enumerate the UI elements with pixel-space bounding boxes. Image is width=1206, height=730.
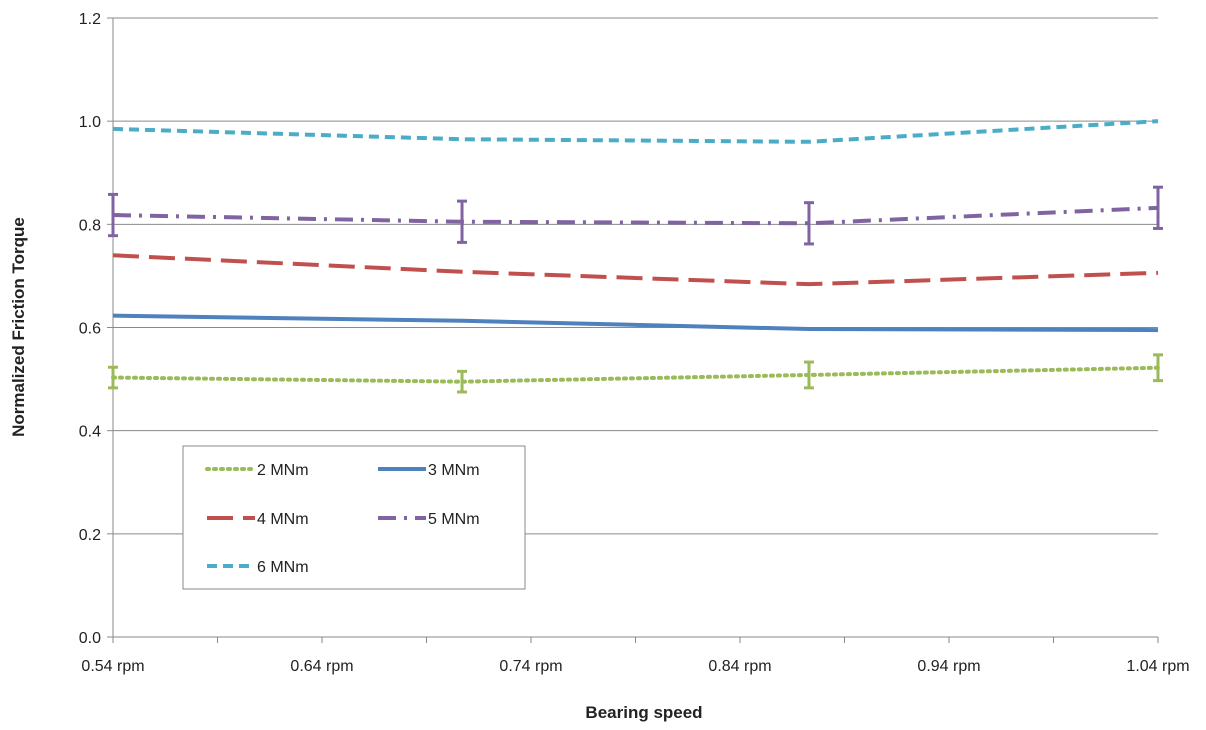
legend: 2 MNm 3 MNm 4 MNm 5 MNm 6 MNm bbox=[182, 445, 526, 590]
series-group bbox=[111, 119, 1160, 384]
y-tick-label: 0.0 bbox=[79, 630, 101, 647]
x-tick-label: 1.04 rpm bbox=[1126, 658, 1189, 675]
error-bar bbox=[108, 192, 118, 238]
series-line-2-mnm bbox=[111, 365, 1160, 384]
y-tick-label: 0.2 bbox=[79, 527, 101, 544]
legend-label: 5 MNm bbox=[428, 511, 480, 528]
x-tick-label: 0.94 rpm bbox=[917, 658, 980, 675]
series-line-5-mnm bbox=[112, 205, 1159, 226]
series-line-6-mnm bbox=[112, 119, 1159, 144]
error-bar bbox=[457, 369, 468, 394]
legend-label: 2 MNm bbox=[257, 462, 309, 479]
x-tick-label: 0.84 rpm bbox=[708, 658, 771, 675]
y-tick-label: 1.2 bbox=[79, 11, 101, 28]
y-tick-label: 0.6 bbox=[79, 321, 101, 338]
x-tick-label: 0.54 rpm bbox=[81, 658, 144, 675]
legend-label: 4 MNm bbox=[257, 511, 309, 528]
x-tick-label: 0.64 rpm bbox=[290, 658, 353, 675]
y-tick-label: 1.0 bbox=[79, 114, 101, 131]
series-line-3-mnm bbox=[112, 313, 1159, 333]
series-line-4-mnm bbox=[112, 253, 1159, 287]
x-axis-title: Bearing speed bbox=[585, 703, 702, 722]
gridlines bbox=[113, 17, 1158, 535]
axes: 0.0 0.2 0.4 0.6 0.8 1.0 1.2 0.54 rpm 0.64 rpm 0.7… bbox=[79, 11, 1190, 675]
error-bar bbox=[1153, 185, 1163, 230]
y-tick-label: 0.8 bbox=[79, 217, 101, 234]
legend-label: 6 MNm bbox=[257, 559, 309, 576]
error-bar bbox=[108, 365, 118, 390]
error-bars bbox=[108, 185, 1163, 394]
error-bar bbox=[1153, 353, 1163, 383]
error-bar bbox=[457, 199, 468, 244]
y-tick-label: 0.4 bbox=[79, 424, 101, 441]
error-bar bbox=[803, 360, 814, 390]
x-tick-label: 0.74 rpm bbox=[499, 658, 562, 675]
legend-label: 3 MNm bbox=[428, 462, 480, 479]
error-bar bbox=[803, 201, 814, 246]
y-axis-title: Normalized Friction Torque bbox=[9, 217, 28, 437]
